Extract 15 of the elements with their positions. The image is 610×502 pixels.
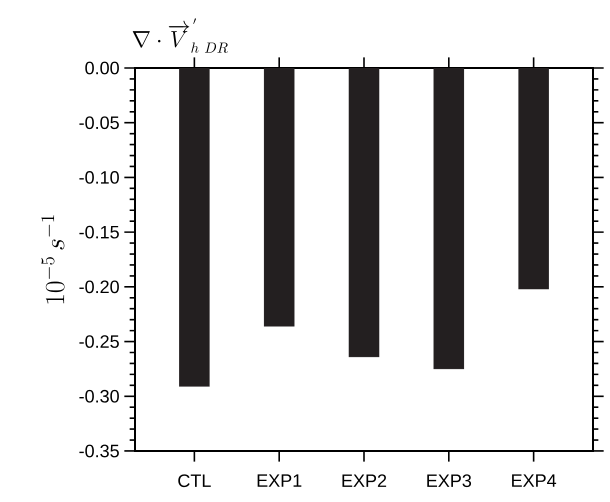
x-tick-label: EXP4 [512, 474, 556, 487]
x-tick-label: EXP3 [427, 474, 472, 488]
y-tick-label: -0.25 [79, 335, 119, 348]
y-tick-label: -0.15 [79, 226, 119, 238]
y-tick-label: -0.10 [79, 171, 119, 184]
y-tick-label: -0.05 [79, 116, 119, 130]
chart-title: $\nabla \cdot \overrightarrow{V}_{h\ DR}^{\,'}$ [132, 18, 228, 53]
y-tick-label: -0.35 [79, 444, 119, 458]
y-axis-title: $10^{-5}\, s^{-1}$ [41, 215, 65, 304]
y-tick-label: -0.20 [79, 280, 119, 294]
y-tick-label: 0.00 [85, 62, 119, 74]
x-tick-label: CTL [178, 474, 211, 488]
x-tick-label: EXP1 [258, 474, 302, 487]
x-tick-label: EXP2 [342, 474, 386, 487]
y-tick-label: -0.30 [79, 390, 119, 403]
